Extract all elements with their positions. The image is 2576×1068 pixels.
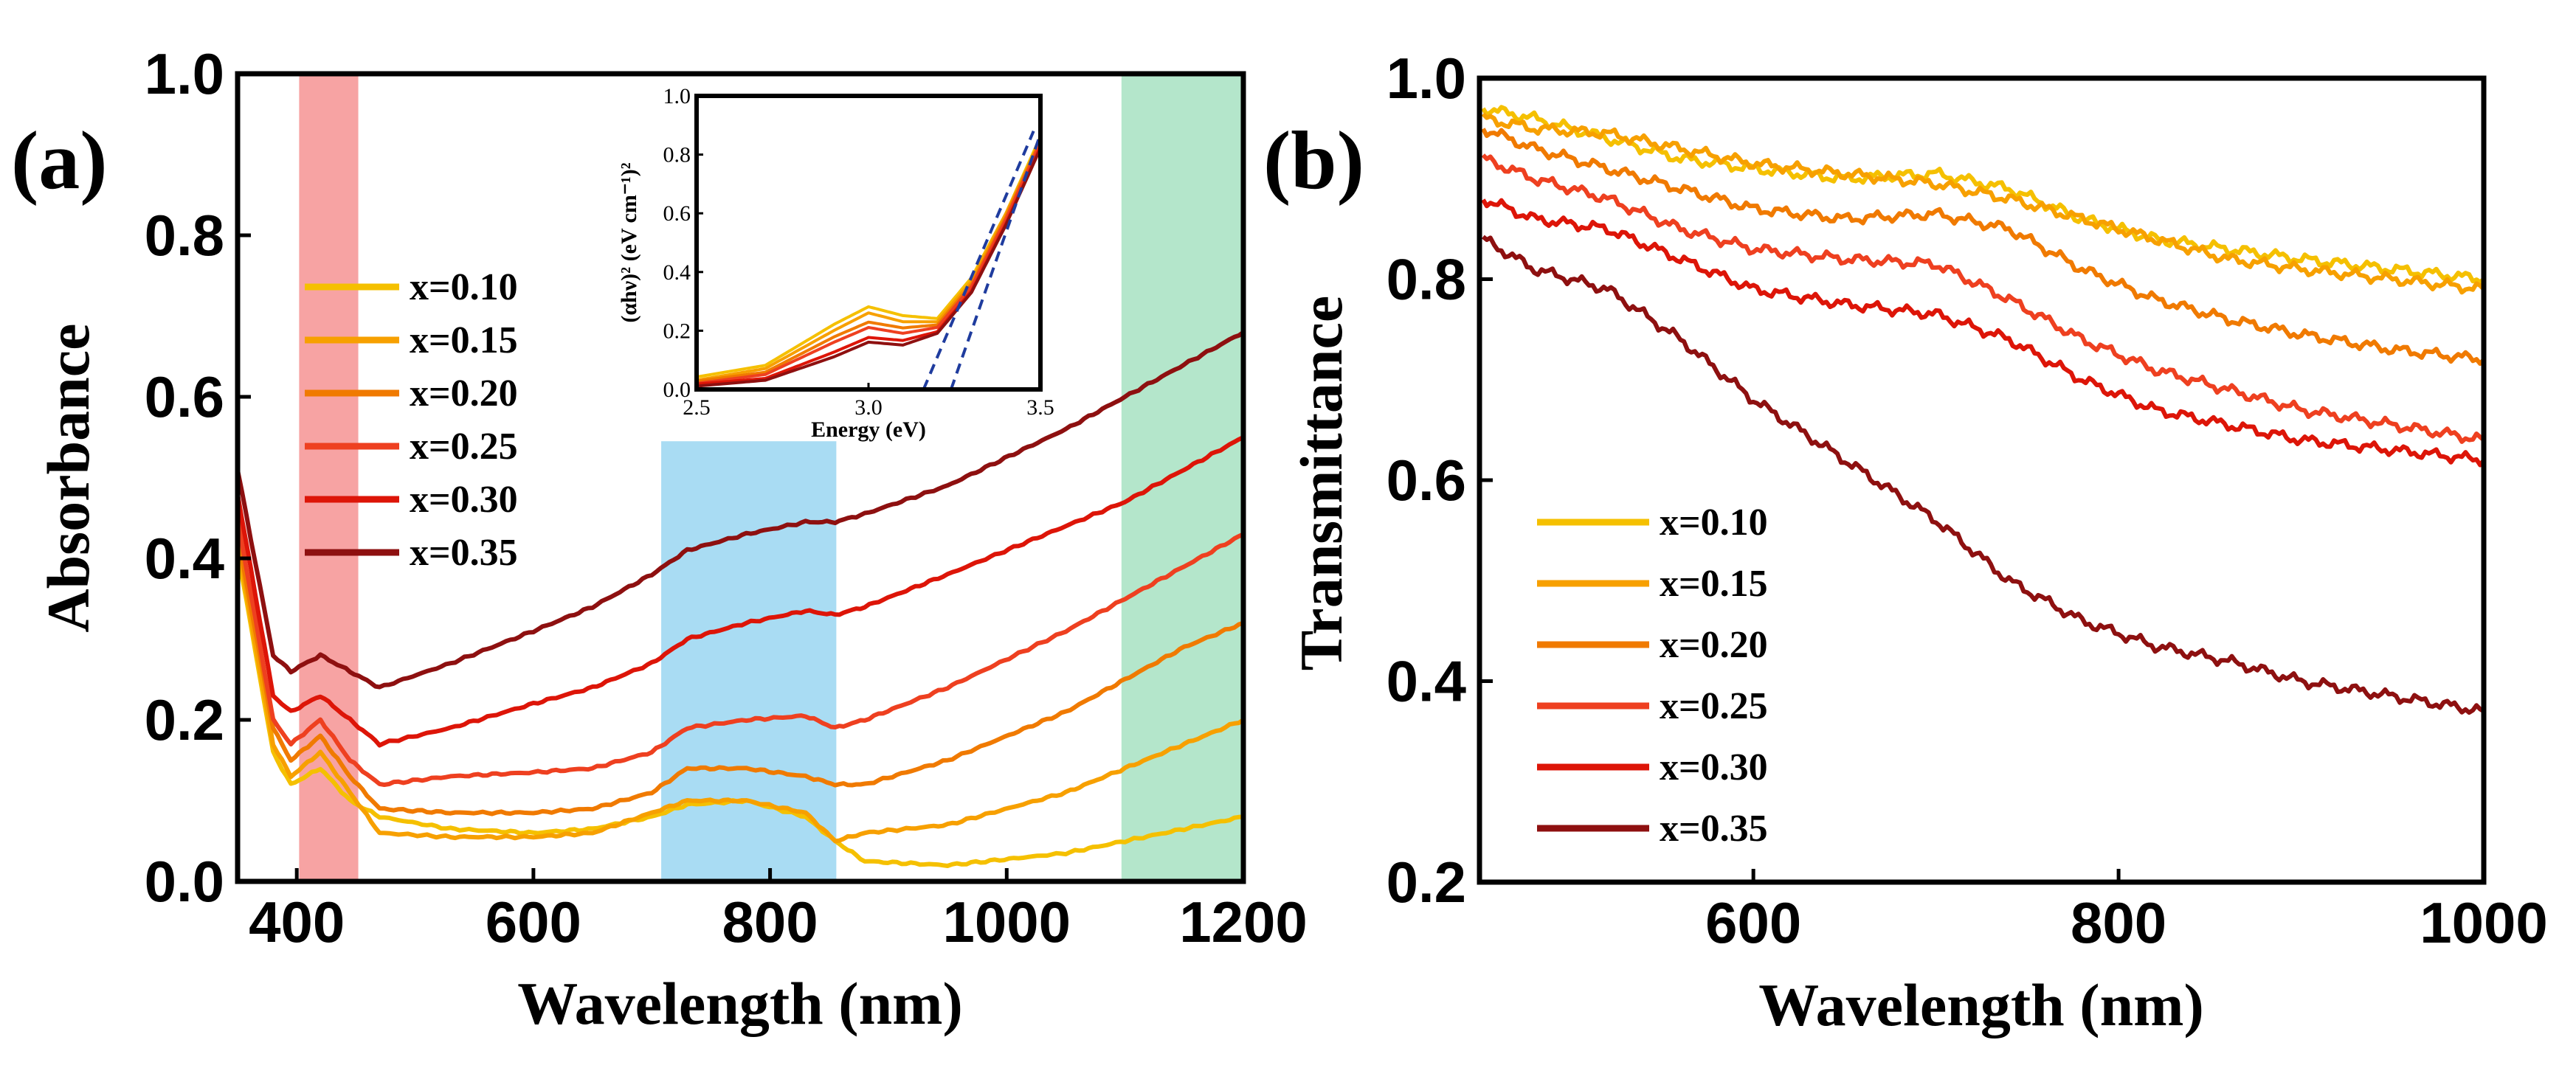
panel-b-legend: x=0.10 x=0.15 x=0.20 x=0.25 x=0.30 x=0.35 xyxy=(1537,502,1768,850)
y-tick-label: 0.6 xyxy=(1387,448,1466,513)
inset-y-axis-title: (αhν)² (eV cm⁻¹)² xyxy=(617,162,641,322)
panel-a-label: (a) xyxy=(11,115,108,207)
inset-x-axis-title: Energy (eV) xyxy=(811,417,926,442)
panel-a-y-axis-title: Absorbance xyxy=(35,323,102,632)
x-tick-label: 600 xyxy=(1705,890,1801,955)
inset-series-line xyxy=(696,148,1042,388)
x-tick-label: 800 xyxy=(2071,890,2166,955)
y-tick-label: 0.2 xyxy=(1387,850,1466,915)
series-line xyxy=(235,533,1244,816)
y-tick-label: 1.0 xyxy=(663,84,691,108)
legend-entry: x=0.15 xyxy=(1660,563,1768,605)
x-tick-label: 3.0 xyxy=(854,395,883,420)
legend-entry: x=0.15 xyxy=(410,319,518,361)
y-tick-label: 0.8 xyxy=(145,203,224,268)
panel-a-frame xyxy=(235,71,1246,884)
x-tick-label: 3.5 xyxy=(1026,395,1054,420)
series-line xyxy=(235,435,1245,748)
series-line xyxy=(1481,112,2486,295)
series-line xyxy=(1481,105,2485,285)
y-tick-label: 0.4 xyxy=(663,260,691,285)
legend-entry: x=0.30 xyxy=(1660,746,1768,788)
legend-entry: x=0.10 xyxy=(1660,502,1768,544)
panel-b-frame xyxy=(1477,75,2487,885)
legend-entry: x=0.35 xyxy=(1660,808,1768,850)
series-line xyxy=(235,330,1245,690)
x-tick-label: 2.5 xyxy=(683,395,711,420)
x-tick-label: 1200 xyxy=(1179,890,1308,954)
x-tick-label: 600 xyxy=(486,890,581,954)
legend-entry: x=0.30 xyxy=(410,479,518,521)
series-line xyxy=(235,517,1245,787)
panel-b-label: (b) xyxy=(1263,115,1364,207)
series-line xyxy=(1481,198,2486,468)
inset-fit-line xyxy=(922,130,1035,390)
y-tick-label: 0.6 xyxy=(145,364,224,429)
panel-a-legend: x=0.10 x=0.15 x=0.20 x=0.25 x=0.30 x=0.35 xyxy=(305,266,518,574)
legend-entry: x=0.25 xyxy=(1660,685,1768,727)
y-tick-label: 0.4 xyxy=(1387,649,1466,714)
x-tick-label: 800 xyxy=(722,890,818,954)
x-tick-label: 400 xyxy=(249,890,345,954)
y-tick-label: 0.8 xyxy=(663,143,691,167)
panel-b-x-axis-title: Wavelength (nm) xyxy=(1758,971,2204,1038)
y-tick-label: 0.0 xyxy=(663,378,691,402)
y-tick-label: 1.0 xyxy=(145,41,224,106)
inset-background xyxy=(697,96,1040,389)
legend-entry: x=0.20 xyxy=(1660,624,1768,666)
series-line xyxy=(235,542,1245,844)
legend-entry: x=0.20 xyxy=(410,372,518,415)
y-tick-label: 0.0 xyxy=(145,849,224,914)
panel-b-y-axis-title: Transmittance xyxy=(1288,296,1355,671)
legend-entry: x=0.10 xyxy=(410,266,518,308)
y-tick-label: 0.6 xyxy=(663,201,691,226)
panel-a-x-axis-title: Wavelength (nm) xyxy=(517,970,963,1037)
series-line xyxy=(1481,153,2485,444)
legend-entry: x=0.35 xyxy=(410,532,518,574)
y-tick-label: 0.2 xyxy=(145,687,224,752)
series-line xyxy=(1481,128,2486,366)
inset-series-line xyxy=(696,142,1042,385)
y-tick-label: 0.4 xyxy=(145,526,224,591)
series-line xyxy=(1481,235,2485,715)
inset-fit-line xyxy=(949,134,1042,390)
x-tick-label: 1000 xyxy=(2420,890,2548,955)
y-tick-label: 1.0 xyxy=(1387,46,1466,111)
legend-entry: x=0.25 xyxy=(410,426,518,468)
x-tick-label: 1000 xyxy=(943,890,1071,954)
inset-tauc-plot: 2.5 3.0 3.50.00.20.40.60.81.0 Energy (eV) … xyxy=(617,84,1054,442)
y-tick-label: 0.2 xyxy=(663,319,691,343)
y-tick-label: 0.8 xyxy=(1387,247,1466,312)
shaded-band xyxy=(661,441,837,881)
panel-b-transmittance: 600 800 1000 0.2 0.4 0.6 0.8 1.0 (b) Wavelength… xyxy=(1263,46,2548,1038)
